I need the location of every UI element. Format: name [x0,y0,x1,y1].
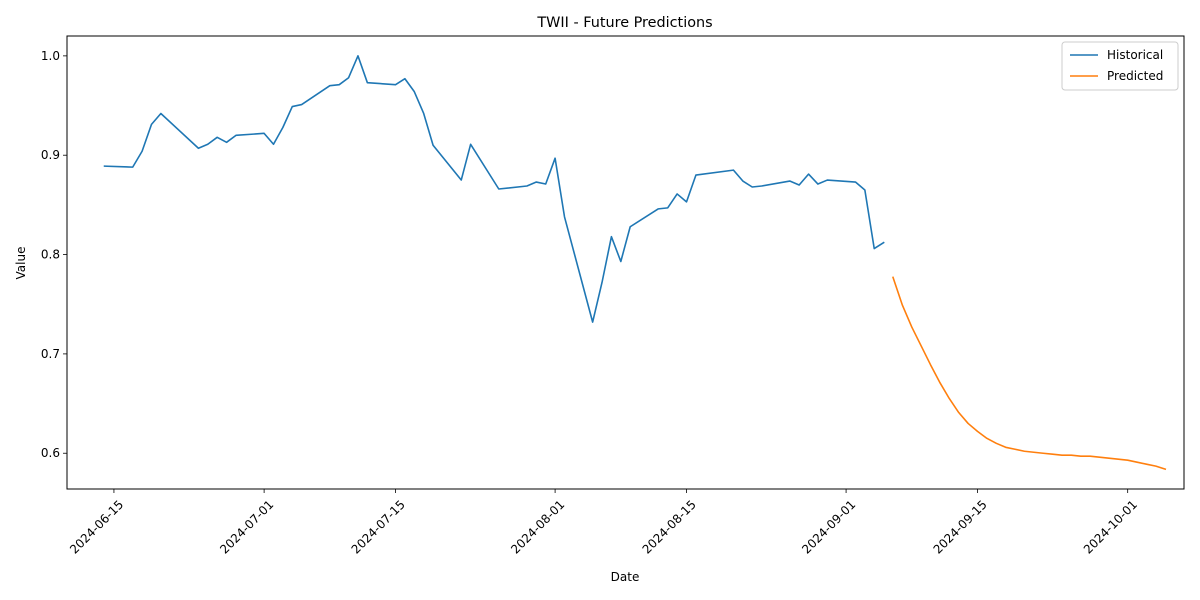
legend: Historical Predicted [1061,41,1179,91]
legend-box [1061,41,1179,91]
y-tick-label: 0.9 [41,148,60,162]
y-tick-label: 0.7 [41,347,60,361]
y-tick-label: 0.8 [41,248,60,262]
y-tick-label: 1.0 [41,49,60,63]
y-axis: 0.6 0.7 0.8 0.9 1.0 [41,49,67,460]
plot-frame [66,35,1185,490]
legend-label-historical: Historical [1107,48,1163,62]
series-line-predicted [892,276,1167,471]
y-axis-title: Value [14,247,28,280]
plot-area [66,35,1185,490]
series-line-historical [103,55,885,323]
y-tick-label: 0.6 [41,446,60,460]
legend-label-predicted: Predicted [1107,69,1163,83]
series-layer [103,55,1167,471]
x-axis-title: Date [611,570,640,584]
chart-title: TWII - Future Predictions [536,15,712,31]
